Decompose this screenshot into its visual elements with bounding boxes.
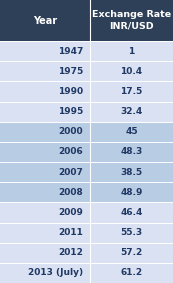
Bar: [0, 263, 173, 283]
Bar: [0, 182, 173, 202]
Text: 45: 45: [125, 127, 138, 136]
Bar: [0, 0, 173, 41]
Text: 1975: 1975: [58, 67, 83, 76]
Text: 48.9: 48.9: [120, 188, 143, 197]
Text: 2008: 2008: [58, 188, 83, 197]
Text: 17.5: 17.5: [120, 87, 143, 96]
Text: Exchange Rate
INR/USD: Exchange Rate INR/USD: [92, 10, 171, 31]
Text: 2009: 2009: [58, 208, 83, 217]
Text: 32.4: 32.4: [120, 107, 143, 116]
Text: Year: Year: [33, 16, 57, 25]
Bar: [0, 202, 173, 222]
Text: 2012: 2012: [58, 248, 83, 257]
Text: 61.2: 61.2: [120, 268, 143, 277]
Bar: [0, 61, 173, 82]
Bar: [0, 243, 173, 263]
Bar: [0, 41, 173, 61]
Text: 1995: 1995: [58, 107, 83, 116]
Bar: [0, 82, 173, 102]
Text: 2006: 2006: [58, 147, 83, 156]
Text: 1947: 1947: [58, 47, 83, 56]
Text: 1: 1: [128, 47, 135, 56]
Bar: [0, 102, 173, 122]
Bar: [0, 142, 173, 162]
Text: 10.4: 10.4: [120, 67, 143, 76]
Bar: [0, 162, 173, 182]
Text: 55.3: 55.3: [120, 228, 143, 237]
Bar: [0, 222, 173, 243]
Text: 38.5: 38.5: [120, 168, 143, 177]
Text: 2011: 2011: [58, 228, 83, 237]
Text: 48.3: 48.3: [120, 147, 143, 156]
Text: 2013 (July): 2013 (July): [28, 268, 83, 277]
Text: 2000: 2000: [58, 127, 83, 136]
Text: 57.2: 57.2: [120, 248, 143, 257]
Text: 1990: 1990: [58, 87, 83, 96]
Text: 2007: 2007: [58, 168, 83, 177]
Bar: [0, 122, 173, 142]
Text: 46.4: 46.4: [120, 208, 143, 217]
